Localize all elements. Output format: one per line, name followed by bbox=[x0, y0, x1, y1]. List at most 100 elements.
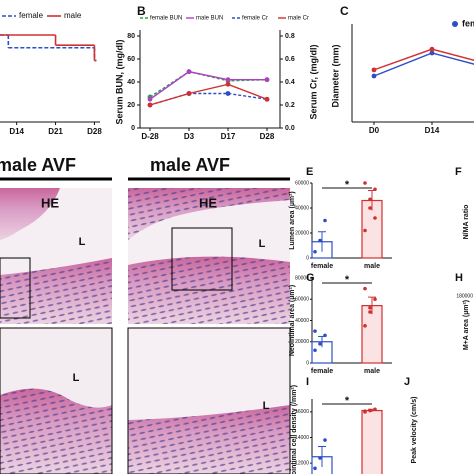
data-point bbox=[368, 305, 372, 310]
y2-tick-label: 0.0 bbox=[285, 125, 295, 132]
significance-mark: * bbox=[345, 179, 350, 191]
panel-label: E bbox=[306, 166, 313, 178]
figure-label: L bbox=[73, 372, 80, 384]
data-point bbox=[147, 96, 153, 102]
significance-mark: * bbox=[345, 274, 350, 286]
bar bbox=[361, 305, 383, 364]
data-point bbox=[368, 206, 372, 210]
data-point bbox=[373, 216, 377, 220]
y-tick-label: 40000 bbox=[295, 318, 309, 324]
y-tick-label: 0 bbox=[306, 255, 309, 261]
panel-label: I bbox=[306, 376, 309, 388]
data-point bbox=[323, 333, 327, 338]
figure-label: male AVF bbox=[0, 155, 76, 175]
y-tick-label: 0 bbox=[131, 125, 135, 132]
y-tick-label: 60 bbox=[127, 56, 135, 63]
data-point bbox=[264, 77, 270, 83]
data-point bbox=[264, 96, 270, 102]
data-point bbox=[373, 407, 377, 412]
legend-label: female bbox=[462, 18, 474, 28]
figure-label: L bbox=[259, 238, 266, 250]
y-tick-label: 60000 bbox=[295, 297, 309, 303]
y-tick-label: 14000 bbox=[295, 435, 309, 441]
panel-label: F bbox=[455, 166, 462, 178]
legend-label: male Cr bbox=[288, 16, 309, 22]
data-point bbox=[313, 329, 317, 333]
panel-label: H bbox=[455, 272, 463, 284]
data-point bbox=[371, 67, 377, 73]
y-tick-label: 40 bbox=[127, 79, 135, 86]
figure-label: male AVF bbox=[150, 155, 230, 175]
x-tick-label: D17 bbox=[221, 132, 236, 141]
data-point bbox=[363, 228, 367, 233]
figure-label: 180000 bbox=[456, 293, 473, 299]
y-tick-label: 20000 bbox=[295, 230, 309, 236]
y-tick-label: 80 bbox=[127, 33, 135, 40]
data-point bbox=[373, 187, 377, 192]
y2-tick-label: 0.6 bbox=[285, 56, 295, 63]
x-tick-label: male bbox=[364, 368, 380, 375]
data-point bbox=[363, 181, 367, 185]
legend-label: female bbox=[19, 11, 44, 20]
x-tick-label: D0 bbox=[369, 126, 380, 135]
data-point bbox=[368, 197, 372, 202]
data-point bbox=[368, 310, 372, 314]
y-axis-title: M+A area (µm²) bbox=[463, 300, 470, 350]
y-axis-title: Lumen area (µm²) bbox=[289, 191, 296, 250]
data-point bbox=[225, 91, 231, 96]
data-point bbox=[363, 409, 367, 413]
y-axis-title: Serum BUN, (mg/dl) bbox=[114, 39, 124, 124]
x-tick-label: D28 bbox=[87, 127, 102, 136]
y2-axis-title: Serum Cr, (mg/dl) bbox=[308, 44, 318, 119]
figure-label: L bbox=[263, 400, 270, 412]
x-tick-label: D3 bbox=[184, 132, 195, 141]
significance-mark: * bbox=[345, 395, 350, 407]
data-point bbox=[429, 50, 435, 56]
data-point bbox=[225, 77, 231, 83]
series-line bbox=[149, 83, 268, 106]
data-point bbox=[225, 81, 231, 87]
legend-marker bbox=[452, 21, 458, 27]
data-point bbox=[429, 46, 435, 52]
histology-images bbox=[0, 177, 291, 474]
x-tick-label: female bbox=[311, 368, 333, 375]
x-tick-label: D28 bbox=[260, 132, 275, 141]
x-tick-label: D14 bbox=[425, 126, 440, 135]
data-point bbox=[318, 342, 322, 346]
legend-label: male BUN bbox=[196, 16, 223, 22]
x-tick-label: D21 bbox=[48, 127, 63, 136]
bar bbox=[361, 409, 383, 474]
x-tick-label: D-28 bbox=[141, 132, 159, 141]
y2-tick-label: 0.8 bbox=[285, 33, 295, 40]
y-tick-label: 12000 bbox=[295, 460, 309, 466]
data-point bbox=[318, 456, 322, 460]
data-point bbox=[323, 438, 327, 442]
y-tick-label: 40000 bbox=[295, 205, 309, 211]
data-point bbox=[368, 408, 372, 413]
figure-label: HE bbox=[41, 195, 59, 210]
y-axis-title: Neointimal area (µm²) bbox=[289, 285, 296, 356]
series-line bbox=[149, 70, 267, 100]
panel-label: B bbox=[137, 4, 146, 18]
data-point bbox=[318, 238, 322, 243]
panel-label: J bbox=[404, 376, 410, 388]
y-tick-label: 20 bbox=[127, 102, 135, 109]
data-point bbox=[363, 286, 367, 291]
data-point bbox=[313, 348, 317, 353]
y-tick-label: 16000 bbox=[295, 409, 309, 415]
data-point bbox=[371, 73, 377, 79]
y-tick-label: 60000 bbox=[295, 180, 309, 186]
y-axis-title: Diameter (mm) bbox=[330, 44, 340, 107]
figure-label: L bbox=[79, 236, 86, 248]
y-axis-title: N/MA ratio bbox=[463, 205, 470, 240]
data-point bbox=[147, 102, 153, 108]
legend-label: female BUN bbox=[150, 16, 182, 22]
y-axis-title: Peak velocity (cm/s) bbox=[411, 397, 418, 464]
y2-tick-label: 0.2 bbox=[285, 102, 295, 109]
data-point bbox=[186, 91, 192, 96]
y-tick-label: 20000 bbox=[295, 339, 309, 345]
y-axis-title: Neointimal cell density (/mm²) bbox=[291, 385, 298, 474]
figure-label: HE bbox=[199, 195, 217, 210]
x-tick-label: D14 bbox=[9, 127, 24, 136]
